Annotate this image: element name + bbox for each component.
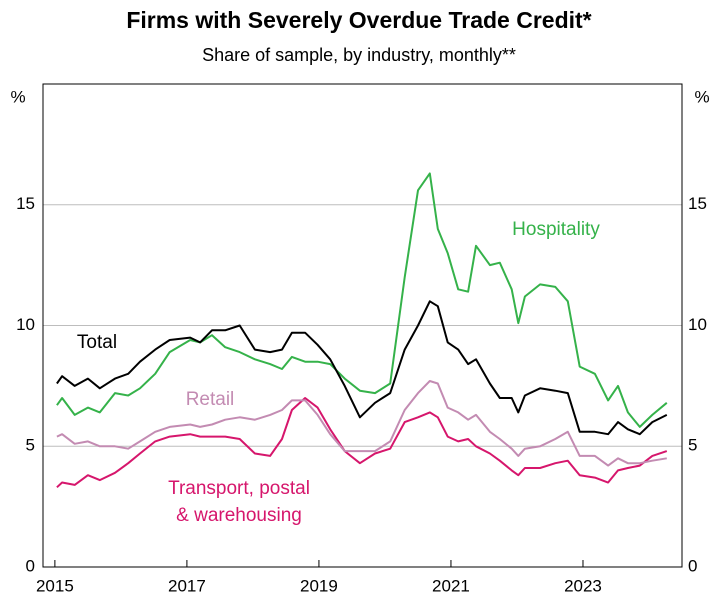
y2-tick-label: 10 bbox=[688, 315, 707, 334]
y-tick-label: 15 bbox=[16, 194, 35, 213]
series-label: Total bbox=[77, 332, 117, 353]
y2-tick-label: 15 bbox=[688, 194, 707, 213]
y-tick-label: 5 bbox=[26, 436, 35, 455]
series-line bbox=[56, 172, 668, 428]
y-tick-label: 0 bbox=[26, 556, 35, 575]
y-tick-label: 10 bbox=[16, 315, 35, 334]
series-label: Retail bbox=[186, 389, 235, 410]
chart-title: Firms with Severely Overdue Trade Credit… bbox=[126, 7, 591, 33]
series-line bbox=[56, 300, 668, 436]
chart-subtitle: Share of sample, by industry, monthly** bbox=[202, 45, 516, 65]
series-label: & warehousing bbox=[176, 505, 302, 526]
series-label: Transport, postal bbox=[168, 478, 310, 499]
series-label: Hospitality bbox=[512, 219, 600, 240]
y2-axis-label: % bbox=[694, 87, 709, 106]
y2-tick-label: 5 bbox=[688, 436, 697, 455]
x-tick-label: 2023 bbox=[564, 576, 602, 595]
y2-tick-label: 0 bbox=[688, 556, 697, 575]
plot-frame bbox=[42, 83, 683, 568]
x-tick-label: 2015 bbox=[36, 576, 74, 595]
series-line bbox=[56, 380, 667, 467]
y-axis-label: % bbox=[10, 87, 25, 106]
x-tick-label: 2019 bbox=[300, 576, 338, 595]
x-tick-label: 2017 bbox=[168, 576, 206, 595]
series-line bbox=[56, 397, 668, 489]
x-tick-label: 2021 bbox=[432, 576, 470, 595]
